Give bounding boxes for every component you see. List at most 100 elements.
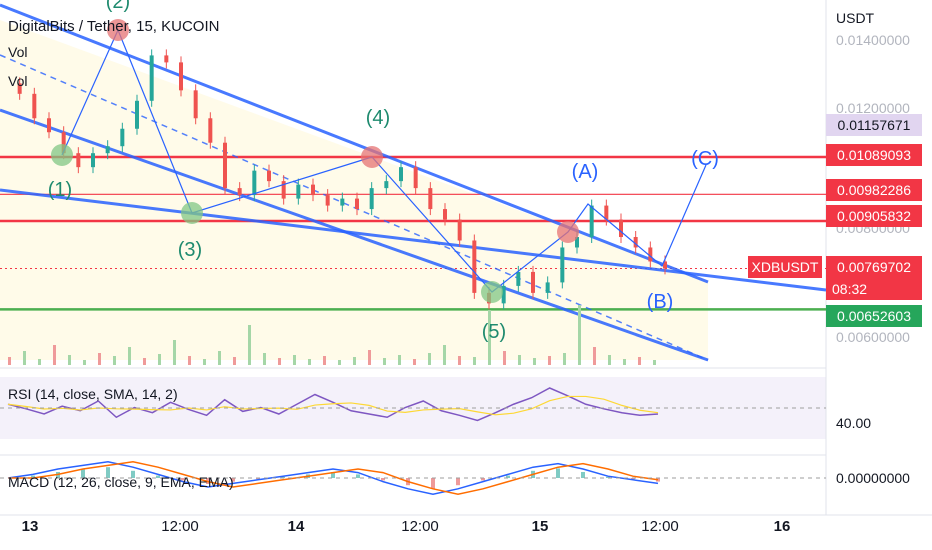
volume-bar: [248, 325, 251, 365]
volume-bar: [533, 358, 536, 365]
macd-histogram-bar: [131, 470, 135, 478]
volume-bar: [98, 353, 101, 365]
macd-histogram-bar: [456, 478, 460, 486]
candle-body: [164, 55, 169, 63]
macd-value: 0.00000000: [836, 470, 910, 486]
volume-bar: [413, 359, 416, 365]
price-axis-tick: 0.00600000: [836, 329, 910, 345]
volume-bar: [338, 360, 341, 365]
macd-histogram-bar: [281, 476, 285, 478]
candle-body: [120, 128, 125, 147]
candle-body: [267, 170, 271, 182]
volume-bar: [293, 355, 296, 365]
price-axis-tick: 0.01200000: [836, 100, 910, 116]
candle-body: [516, 271, 521, 286]
macd-histogram-bar: [481, 478, 485, 481]
wave-point: [361, 146, 383, 168]
time-axis-tick: 12:00: [401, 518, 439, 535]
volume-bar: [623, 359, 626, 365]
wave-label: (5): [482, 321, 506, 343]
macd-signal-line: [8, 461, 659, 495]
wave-label: (4): [366, 107, 390, 129]
candle-body: [443, 209, 447, 220]
volume-bar: [278, 358, 281, 365]
candle-body: [340, 198, 345, 206]
volume-bar: [8, 357, 11, 365]
volume-bar: [53, 345, 56, 365]
wave-point: [481, 281, 503, 303]
candle-body: [47, 118, 51, 133]
volume-bar: [23, 351, 26, 365]
volume-bar: [383, 358, 386, 365]
candle-body: [179, 62, 183, 91]
candle-body: [76, 153, 81, 168]
price-tag: 0.01089093: [826, 144, 922, 166]
macd-histogram-bar: [381, 478, 385, 481]
wave-label: (3): [178, 239, 202, 261]
wave-point: [51, 144, 73, 166]
volume-label: Vol: [8, 44, 28, 60]
rsi-sma-line: [7, 395, 659, 416]
candle-body: [311, 184, 315, 196]
candle-body: [560, 247, 565, 283]
time-axis-tick: 12:00: [161, 518, 199, 535]
candle-body: [633, 237, 638, 248]
candle-body: [545, 282, 550, 293]
time-axis-tick: 14: [287, 518, 305, 535]
volume-bar: [68, 355, 71, 365]
channel-mid-line: [0, 54, 709, 361]
candle-body: [531, 271, 535, 293]
candle-body: [472, 240, 477, 293]
volume-bar: [458, 356, 461, 365]
time-axis-tick: 16: [773, 518, 791, 535]
candle-body: [604, 205, 609, 220]
volume-bar: [368, 350, 371, 365]
support-trend-line: [0, 188, 827, 292]
wave-label: (1): [48, 179, 72, 201]
candle-body: [105, 146, 110, 154]
bar-countdown: 08:32: [826, 278, 922, 300]
volume-bar: [608, 355, 611, 365]
volume-bar: [428, 353, 431, 365]
wave-label: (B): [647, 291, 674, 313]
volume-bar: [128, 347, 131, 365]
volume-bar: [218, 351, 221, 365]
candle-body: [457, 219, 462, 241]
candle-body: [193, 90, 198, 119]
price-tag: 0.01157671: [826, 114, 922, 136]
macd-histogram-bar: [156, 475, 160, 478]
time-axis-tick: 13: [21, 518, 39, 535]
candle-body: [663, 261, 667, 269]
price-tag: 0.00652603: [826, 305, 922, 327]
candle-body: [369, 188, 374, 210]
macd-histogram-bar: [431, 478, 435, 489]
candle-body: [589, 205, 594, 238]
volume-bar: [143, 358, 146, 365]
volume-bar: [188, 356, 191, 365]
rsi-line: [7, 387, 659, 422]
wave-label: (2): [106, 0, 130, 13]
symbol-tag: XDBUSDT: [748, 256, 822, 278]
candle-body: [619, 219, 623, 238]
time-axis-tick: 15: [531, 518, 549, 535]
candle-body: [252, 170, 257, 196]
wave-point: [107, 19, 129, 41]
wave-point: [557, 221, 579, 243]
candle-body: [399, 167, 403, 182]
price-tag: 0.00905832: [826, 205, 922, 227]
macd-histogram-bar: [231, 478, 235, 482]
macd-histogram-bar: [256, 478, 260, 480]
macd-histogram-bar: [631, 478, 635, 480]
candle-body: [428, 188, 433, 210]
volume-bar: [398, 355, 401, 365]
volume-bar: [563, 353, 566, 365]
volume-bar: [518, 355, 521, 365]
volume-bar: [653, 360, 656, 365]
price-tag: 0.00982286: [826, 179, 922, 201]
volume-bar: [38, 359, 41, 365]
rsi-label: RSI (14, close, SMA, 14, 2): [8, 386, 178, 402]
volume-bar: [593, 347, 596, 365]
candle-body: [281, 181, 286, 199]
candle-body: [135, 100, 139, 129]
